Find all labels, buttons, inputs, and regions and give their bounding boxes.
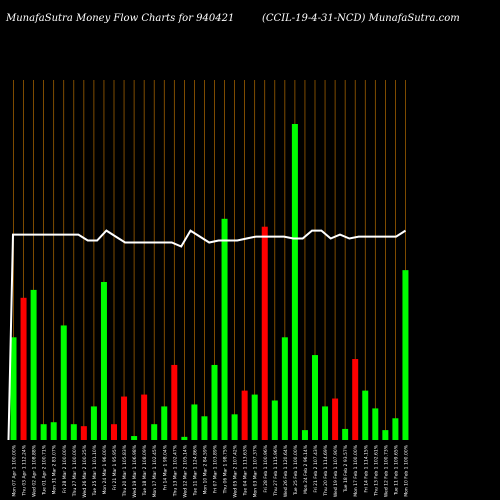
- x-tick-label: Thu 27 Mar 1 100.00%: [72, 444, 78, 497]
- x-tick-label: Tue 25 Feb 1 100.00%: [293, 444, 299, 496]
- bar: [131, 436, 138, 440]
- bar: [191, 404, 198, 440]
- x-tick-label: Tue 11 Feb 1 109.65%: [393, 444, 399, 496]
- bar: [312, 355, 318, 440]
- bar: [70, 424, 77, 440]
- bar: [60, 325, 67, 440]
- line-series: [7, 229, 407, 441]
- bar: [201, 416, 208, 440]
- x-tick-label: Wed 02 Apr 1 108.88%: [32, 444, 38, 497]
- x-tick-label: Mon 10 Mar 2 84.59%: [202, 444, 208, 494]
- x-tick-label: Tue 01 Apr 2 100.71%: [42, 444, 48, 496]
- bar: [40, 424, 47, 440]
- bar: [121, 396, 128, 440]
- bars: [10, 124, 409, 440]
- grid-lines: [13, 80, 406, 440]
- bar: [171, 364, 178, 440]
- bar: [261, 226, 268, 440]
- bar: [151, 424, 158, 440]
- bar: [362, 390, 369, 440]
- bar: [141, 394, 148, 440]
- bar: [392, 418, 399, 440]
- bar: [382, 430, 389, 440]
- bar: [100, 282, 107, 440]
- x-tick-label: Wed 12 Mar 2 105.14%: [182, 444, 188, 497]
- money-flow-line: [7, 229, 407, 441]
- bar: [161, 406, 168, 440]
- x-tick-label: Tue 25 Mar 1 101.10%: [92, 444, 98, 496]
- x-tick-label: Wed 26 Feb 1 120.64%: [283, 444, 289, 497]
- bar: [251, 394, 258, 440]
- x-tick-label: Mon 17 Mar 1 102.45%: [152, 444, 158, 497]
- x-tick-label: Mon 17 Feb 1 100.00%: [353, 444, 359, 497]
- bar: [332, 398, 339, 440]
- bar: [30, 289, 37, 440]
- bar: [402, 270, 409, 440]
- x-tick-label: Fri 14 Feb 1 114.15%: [363, 444, 369, 492]
- x-tick-label: Fri 14 Mar 1 98.04%: [162, 444, 168, 490]
- bar: [301, 430, 308, 440]
- x-tick-label: Thu 13 Mar 1 102.47%: [172, 444, 178, 497]
- bar: [231, 414, 238, 440]
- bar: [10, 337, 17, 440]
- x-tick-label: Wed 19 Mar 1 106.98%: [132, 444, 138, 497]
- bar: [211, 364, 218, 440]
- x-tick-label: Tue 04 Mar 1 113.63%: [243, 444, 249, 496]
- x-tick-label: Thu 13 Feb 1 102.61%: [373, 444, 379, 496]
- x-tick-label: Tue 18 Mar 2 108.09%: [142, 444, 148, 496]
- x-tick-labels: Mon 07 Apr 1 100.00% Thu 03 Apr 1 112.24%…: [12, 444, 410, 497]
- x-tick-label: Thu 27 Feb 1 115.96%: [273, 444, 279, 496]
- x-tick-label: Mon 10 Feb 1 100.00%: [403, 444, 409, 497]
- bar: [271, 400, 278, 440]
- bar: [322, 406, 329, 440]
- x-tick-label: Fri 28 Mar 2 100.00%: [62, 444, 68, 493]
- x-tick-label: Fri 21 Mar 1 95.95%: [112, 444, 118, 490]
- x-tick-label: Fri 07 Mar 1 103.89%: [213, 444, 219, 493]
- x-tick-label: Mon 07 Apr 1 100.00%: [12, 444, 18, 496]
- bar: [90, 406, 97, 440]
- x-tick-label: Thu 06 Mar 1 98.75%: [223, 444, 229, 494]
- chart-title: MunafaSutra Money Flow Charts for 940421: [6, 13, 235, 24]
- bar: [372, 408, 379, 440]
- x-tick-label: Wed 19 Feb 1 107.90%: [333, 444, 339, 497]
- x-tick-label: Mon 03 Mar 1 107.37%: [253, 444, 259, 497]
- bar: [342, 428, 349, 440]
- x-tick-label: Wed 05 Mar 2 107.42%: [233, 444, 239, 497]
- bar: [181, 436, 188, 440]
- x-tick-label: Wed 12 Feb 1 100.73%: [383, 444, 389, 497]
- x-tick-label: Tue 18 Feb 2 93.57%: [343, 444, 349, 493]
- x-tick-label: Fri 21 Feb 2 107.43%: [313, 444, 319, 492]
- x-tick-label: Thu 20 Feb 1 114.69%: [323, 444, 329, 496]
- bar: [80, 426, 87, 440]
- x-tick-label: Wed 26 Mar 2 100.25%: [82, 444, 88, 497]
- chart-subtitle: (CCIL-19-4-31-NCD) MunafaSutra.com: [262, 13, 460, 24]
- x-tick-label: Thu 03 Apr 1 112.24%: [22, 444, 28, 496]
- bar: [221, 218, 228, 440]
- bar: [352, 359, 359, 440]
- bar: [111, 424, 117, 440]
- x-tick-label: Mon 31 Mar 2 83.07%: [52, 444, 58, 494]
- x-tick-label: Thu 20 Mar 1 105.83%: [122, 444, 128, 497]
- x-tick-label: Mon 24 Feb 2 96.14%: [303, 444, 309, 494]
- x-tick-label: Tue 11 Mar 1 124.86%: [192, 444, 198, 496]
- bar: [281, 337, 288, 440]
- bar: [241, 390, 248, 440]
- x-tick-label: Fri 28 Feb 1 100.96%: [263, 444, 269, 492]
- bar: [50, 422, 57, 440]
- x-tick-label: Mon 24 Mar 1 96.00%: [102, 444, 108, 494]
- bar: [20, 297, 27, 440]
- bar: [291, 124, 298, 440]
